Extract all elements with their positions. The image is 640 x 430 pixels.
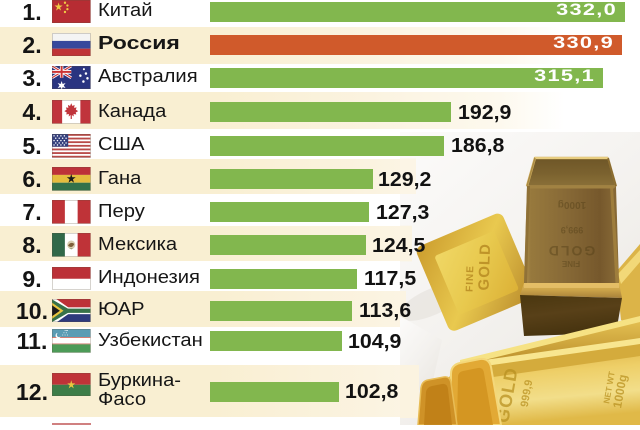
svg-text:FINE: FINE [561, 259, 580, 268]
svg-text:GOLD: GOLD [476, 243, 495, 291]
svg-text:999,9: 999,9 [519, 379, 536, 408]
svg-text:1000g: 1000g [610, 373, 630, 409]
svg-text:999,9: 999,9 [561, 225, 584, 235]
svg-text:1000g: 1000g [558, 199, 586, 210]
svg-text:FINE: FINE [464, 265, 476, 292]
svg-text:GOLD: GOLD [547, 243, 595, 259]
